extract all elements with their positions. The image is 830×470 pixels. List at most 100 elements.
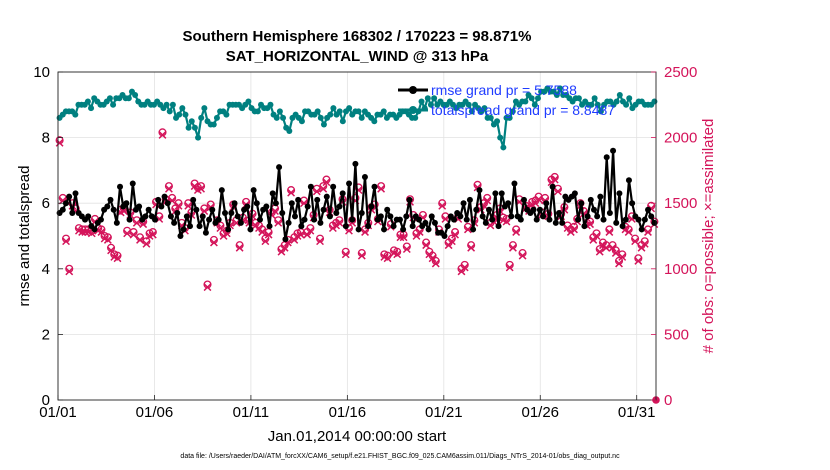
rmse-point (110, 206, 117, 213)
totalspread-point (110, 101, 117, 108)
totalspread-point (509, 108, 516, 115)
rmse-point (209, 206, 216, 213)
totalspread-point (336, 108, 343, 115)
rmse-point (177, 233, 184, 239)
y-left-tick-label: 0 (42, 392, 50, 409)
obs-assimilated-point (287, 188, 296, 197)
rmse-point (546, 216, 553, 223)
totalspread-point (198, 114, 205, 121)
rmse-point (326, 213, 333, 220)
rmse-point (603, 154, 610, 161)
totalspread-point (616, 91, 623, 98)
rmse-point (69, 210, 76, 217)
y-right-tick-label: 2000 (664, 130, 697, 147)
obs-assimilated-point (550, 175, 559, 184)
rmse-point (530, 206, 537, 213)
plot-frame (57, 71, 657, 401)
obs-assimilated-point (274, 218, 283, 227)
obs-assimilated-point (534, 195, 543, 204)
totalspread-point (528, 95, 535, 102)
rmse-point (142, 213, 149, 220)
totalspread-point (254, 108, 261, 115)
rmse-point (346, 180, 353, 187)
rmse-point (244, 203, 251, 210)
totalspread-point (210, 121, 217, 128)
rmse-point (428, 213, 435, 220)
obs-assimilated-point (341, 250, 350, 259)
obs-assimilated-point (644, 228, 652, 236)
rmse-point (123, 200, 130, 207)
obs-assimilated-point (132, 218, 141, 227)
rmse-point (311, 216, 318, 223)
rmse-point (571, 190, 578, 197)
obs-assimilated-point (164, 184, 173, 193)
obs-assimilated-point (463, 225, 472, 234)
rmse-point (540, 213, 547, 220)
rmse-point (330, 183, 337, 190)
rmse-point (492, 190, 499, 197)
rmse-point (164, 200, 171, 207)
obs-assimilated-point (441, 215, 450, 223)
obs-assimilated-point (570, 225, 578, 234)
chart-subtitle: SAT_HORIZONTAL_WIND @ 313 hPa (226, 48, 489, 65)
totalspread-point (273, 114, 280, 121)
rmse-point (136, 203, 143, 210)
rmse-point (85, 213, 92, 220)
rmse-point (288, 200, 295, 207)
rmse-point (225, 226, 232, 233)
totalspread-point (346, 105, 353, 112)
totalspread-point (497, 134, 504, 141)
totalspread-point (320, 121, 327, 128)
obs-assimilated-point (357, 251, 366, 260)
obs-assimilated-point (261, 237, 270, 246)
obs-assimilated-point (197, 184, 206, 193)
totalspread-point (245, 98, 252, 105)
totalspread-point (626, 95, 633, 102)
rmse-point (218, 187, 225, 194)
rmse-point (517, 216, 524, 223)
y-left-tick-label: 6 (42, 195, 50, 212)
obs-assimilated-point (296, 230, 305, 239)
obs-assimilated-point (216, 224, 225, 233)
totalspread-point (188, 118, 195, 125)
totalspread-point (84, 98, 91, 105)
rmse-point (234, 213, 241, 220)
rmse-point (606, 210, 613, 217)
totalspread-point (125, 95, 132, 102)
rmse-point (314, 196, 321, 203)
obs-assimilated-point (505, 263, 514, 272)
series-totalspread (56, 85, 658, 151)
rmse-point (482, 219, 489, 226)
obs-assimilated-point (81, 228, 90, 236)
rmse-point (511, 180, 518, 187)
obs-assimilated-point (62, 237, 70, 246)
totalspread-point (330, 105, 337, 112)
rmse-point (355, 226, 362, 233)
obs-assimilated-point (258, 228, 267, 236)
rmse-point (62, 200, 69, 207)
rmse-point (307, 183, 314, 190)
obs-assimilated-point (483, 196, 492, 205)
rmse-point (368, 203, 375, 210)
y-left-tick-label: 2 (42, 326, 50, 343)
rmse-point (152, 216, 159, 223)
obs-assimilated-point (129, 230, 138, 239)
y-right-tick-label: 0 (664, 392, 672, 409)
rmse-point (651, 219, 658, 226)
rmse-point (266, 223, 273, 230)
legend-rmse-label: rmse grand pr = 5.7588 (431, 82, 577, 98)
rmse-point (358, 210, 365, 217)
rmse-point (342, 223, 349, 230)
obs-assimilated-point (586, 220, 595, 229)
rmse-point (349, 216, 356, 223)
rmse-point (536, 206, 543, 213)
totalspread-point (623, 101, 630, 108)
rmse-point (479, 213, 486, 220)
rmse-point (269, 190, 276, 197)
obs-assimilated-point (399, 233, 408, 242)
rmse-point (466, 196, 473, 203)
rmse-point (190, 196, 197, 203)
obs-assimilated-point (611, 249, 620, 257)
rmse-point (352, 160, 359, 167)
obs-assimilated-point (502, 217, 511, 226)
